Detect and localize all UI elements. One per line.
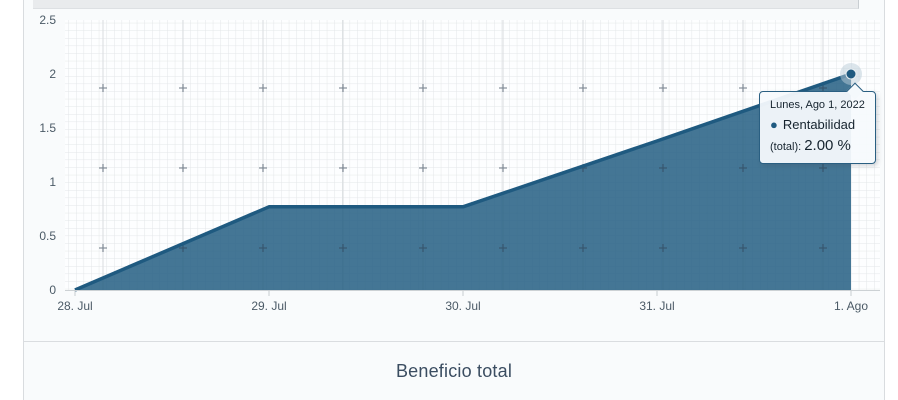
x-axis-labels: 28. Jul 29. Jul 30. Jul 31. Jul 1. Ago xyxy=(57,299,868,313)
x-axis-label: 1. Ago xyxy=(834,299,868,313)
x-axis-label: 30. Jul xyxy=(445,299,480,313)
profit-area-chart[interactable]: 0 0.5 1 1.5 2 2.5 28. Jul 29. Jul 30. Jul 31. Ju… xyxy=(0,0,898,340)
area-series-line xyxy=(74,72,852,292)
top-clipped-bar xyxy=(33,0,859,9)
y-axis-label: 2.5 xyxy=(39,13,56,27)
x-axis-label: 29. Jul xyxy=(251,299,286,313)
tooltip-series-name: Rentabilidad xyxy=(782,117,856,132)
panel-left-border xyxy=(23,0,24,400)
series-marker-icon: ● xyxy=(770,117,778,132)
tooltip-value-row: (total): 2.00 % xyxy=(770,137,865,155)
panel-right-border xyxy=(884,0,885,400)
y-axis-label: 1 xyxy=(49,175,56,189)
tooltip-date: Lunes, Ago 1, 2022 xyxy=(770,99,865,111)
x-axis-label: 31. Jul xyxy=(639,299,674,313)
y-axis-label: 1.5 xyxy=(39,121,56,135)
x-axis-ticks xyxy=(74,290,852,296)
y-axis-label: 0 xyxy=(49,283,56,297)
hovered-data-point[interactable] xyxy=(845,68,857,80)
chart-tooltip: Lunes, Ago 1, 2022 ● Rentabilidad (total)… xyxy=(759,91,876,164)
y-axis-labels: 0 0.5 1 1.5 2 2.5 xyxy=(39,13,56,297)
grid-cross-marks xyxy=(65,20,880,290)
tooltip-series-row: ● Rentabilidad xyxy=(770,117,865,132)
tooltip-value: 2.00 % xyxy=(804,137,851,154)
y-axis-label: 0.5 xyxy=(39,229,56,243)
y-axis-label: 2 xyxy=(49,67,56,81)
x-axis-label: 28. Jul xyxy=(57,299,92,313)
chart-footer-title: Beneficio total xyxy=(395,361,513,381)
footer-divider xyxy=(24,341,884,342)
tooltip-value-prefix: (total): xyxy=(770,141,802,153)
